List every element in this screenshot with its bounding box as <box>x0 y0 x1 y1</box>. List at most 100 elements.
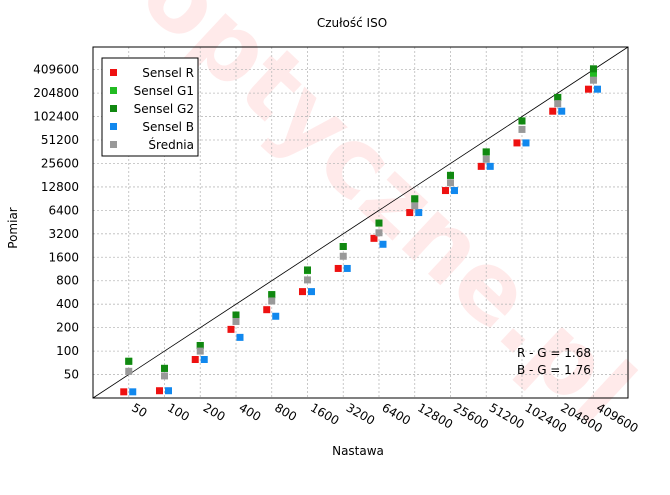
point-sensel-b <box>272 312 280 320</box>
point--rednia <box>232 317 240 325</box>
point--rednia <box>411 202 419 210</box>
legend-label: Sensel G1 <box>134 84 194 98</box>
y-tick-label: 204800 <box>33 86 79 100</box>
y-axis-title: Pomiar <box>6 207 20 249</box>
annotation-b-g: B - G = 1.76 <box>517 363 591 377</box>
point-sensel-b <box>236 333 244 341</box>
x-tick-label: 3200 <box>344 400 377 427</box>
point-sensel-r <box>549 107 557 115</box>
y-tick-label: 400 <box>56 297 79 311</box>
point-sensel-b <box>522 139 530 147</box>
legend-label: Sensel R <box>142 66 194 80</box>
point-sensel-g2 <box>482 148 490 156</box>
point-sensel-g2 <box>160 364 168 372</box>
legend: Sensel R Sensel G1 Sensel G2 Sensel B Średni… <box>101 57 199 157</box>
y-tick-label: 409600 <box>33 63 79 77</box>
legend-swatch <box>110 69 117 76</box>
y-tick-label: 6400 <box>48 203 79 217</box>
point-sensel-r <box>441 187 449 195</box>
point-sensel-r <box>334 264 342 272</box>
point--rednia <box>518 125 526 133</box>
legend-swatch <box>110 141 117 148</box>
point-sensel-g2 <box>411 195 419 203</box>
point-sensel-b <box>415 209 423 217</box>
point-sensel-g2 <box>268 291 276 299</box>
y-tick-label: 12800 <box>41 180 79 194</box>
point-sensel-r <box>513 139 521 147</box>
point--rednia <box>589 76 597 84</box>
point-sensel-g2 <box>196 341 204 349</box>
point-sensel-g2 <box>303 266 311 274</box>
point--rednia <box>482 155 490 163</box>
y-tick-label: 50 <box>64 368 79 382</box>
y-tick-label: 51200 <box>41 133 79 147</box>
point--rednia <box>160 372 168 380</box>
point-sensel-r <box>370 234 378 242</box>
legend-swatch <box>110 123 117 130</box>
point-sensel-g2 <box>232 311 240 319</box>
y-tick-labels: 50 100 200 400 800 1600 3200 6400 12800 25600 5120… <box>33 63 79 382</box>
x-tick-label: 400 <box>236 400 263 424</box>
point-sensel-b <box>486 162 494 170</box>
legend-box <box>101 57 199 157</box>
point-sensel-g2 <box>375 219 383 227</box>
legend-swatch <box>110 87 117 94</box>
point-sensel-b <box>593 85 601 93</box>
point--rednia <box>196 347 204 355</box>
point--rednia <box>125 367 133 375</box>
point-sensel-g2 <box>554 93 562 101</box>
points-layer <box>120 65 601 396</box>
x-tick-label: 25600 <box>451 400 491 431</box>
legend-label: Średnia <box>148 137 194 152</box>
y-tick-label: 100 <box>56 344 79 358</box>
point--rednia <box>339 252 347 260</box>
point-sensel-r <box>263 306 271 314</box>
x-tick-label: 200 <box>201 400 228 424</box>
x-tick-label: 50 <box>129 400 149 420</box>
reference-line <box>92 46 629 399</box>
legend-swatch <box>110 105 117 112</box>
x-tick-label: 51200 <box>487 400 527 431</box>
point--rednia <box>375 229 383 237</box>
point-sensel-r <box>406 209 414 217</box>
y-tick-label: 25600 <box>41 156 79 170</box>
x-tick-label: 100 <box>165 400 192 424</box>
point-sensel-r <box>191 356 199 363</box>
point--rednia <box>446 179 454 187</box>
point-sensel-g2 <box>125 357 133 365</box>
y-tick-label: 800 <box>56 274 79 288</box>
point-sensel-b <box>343 264 351 272</box>
point-sensel-b <box>450 187 458 195</box>
point-sensel-r <box>155 387 163 395</box>
chart-title: Czułość ISO <box>317 16 387 30</box>
y-tick-label: 1600 <box>48 250 79 264</box>
point-sensel-g2 <box>339 243 347 251</box>
plot-frame <box>92 46 629 399</box>
point-sensel-b <box>558 107 566 115</box>
point-sensel-g2 <box>446 171 454 179</box>
point-sensel-g1 <box>589 71 597 79</box>
x-tick-label: 6400 <box>379 400 412 427</box>
legend-label: Sensel B <box>142 120 194 134</box>
point--rednia <box>268 297 276 305</box>
point-sensel-g2 <box>589 65 597 73</box>
x-tick-label: 1600 <box>308 400 341 427</box>
x-tick-label: 12800 <box>415 400 455 431</box>
legend-label: Sensel G2 <box>134 102 194 116</box>
y-tick-label: 102400 <box>33 110 79 124</box>
point-sensel-r <box>584 85 592 93</box>
point-sensel-r <box>227 325 235 333</box>
annotation-r-g: R - G = 1.68 <box>517 346 591 360</box>
y-tick-label: 200 <box>56 321 79 335</box>
watermark: optyczne.pl <box>120 0 655 446</box>
point--rednia <box>303 276 311 284</box>
y-tick-label: 3200 <box>48 227 79 241</box>
point-sensel-b <box>307 288 315 296</box>
point-sensel-b <box>164 387 172 395</box>
x-tick-label: 800 <box>272 400 299 424</box>
point-sensel-r <box>477 162 485 170</box>
x-axis-title: Nastawa <box>332 444 384 458</box>
point-sensel-b <box>379 240 387 248</box>
